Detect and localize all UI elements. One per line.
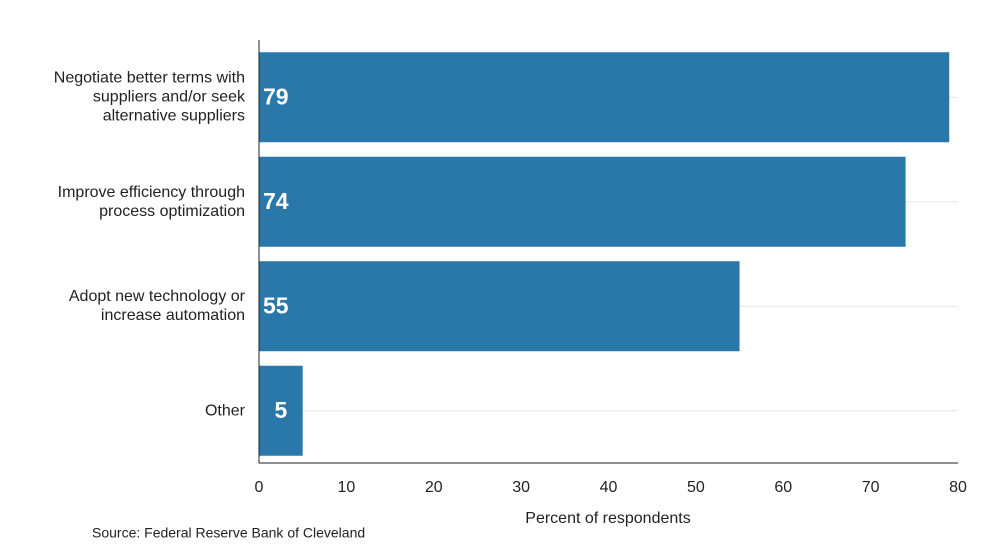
x-tick-label: 40 <box>600 479 618 496</box>
bar <box>259 52 950 143</box>
x-tick-label: 10 <box>337 479 355 496</box>
bar <box>259 365 303 456</box>
source: Source: Federal Reserve Bank of Clevelan… <box>92 525 365 541</box>
value-label: 5 <box>274 397 287 423</box>
x-tick-label: 60 <box>774 479 792 496</box>
x-tick-label: 80 <box>949 479 967 496</box>
value-label: 55 <box>263 292 289 318</box>
x-axis-label: Percent of respondents <box>525 510 690 527</box>
category-label: Negotiate better terms with suppliers an… <box>53 69 245 125</box>
value-label: 74 <box>263 188 289 214</box>
x-tick-label: 20 <box>425 479 443 496</box>
category-label: Adopt new technology or increase automat… <box>68 288 245 325</box>
bar <box>259 261 740 352</box>
x-tick-label: 0 <box>255 479 264 496</box>
value-label: 79 <box>263 83 289 109</box>
x-tick-label: 50 <box>687 479 705 496</box>
bar <box>259 156 906 247</box>
x-tick-label: 70 <box>862 479 880 496</box>
category-label: Improve efficiency through process optim… <box>57 183 245 220</box>
category-label: Other <box>204 402 245 420</box>
x-tick-label: 30 <box>512 479 530 496</box>
